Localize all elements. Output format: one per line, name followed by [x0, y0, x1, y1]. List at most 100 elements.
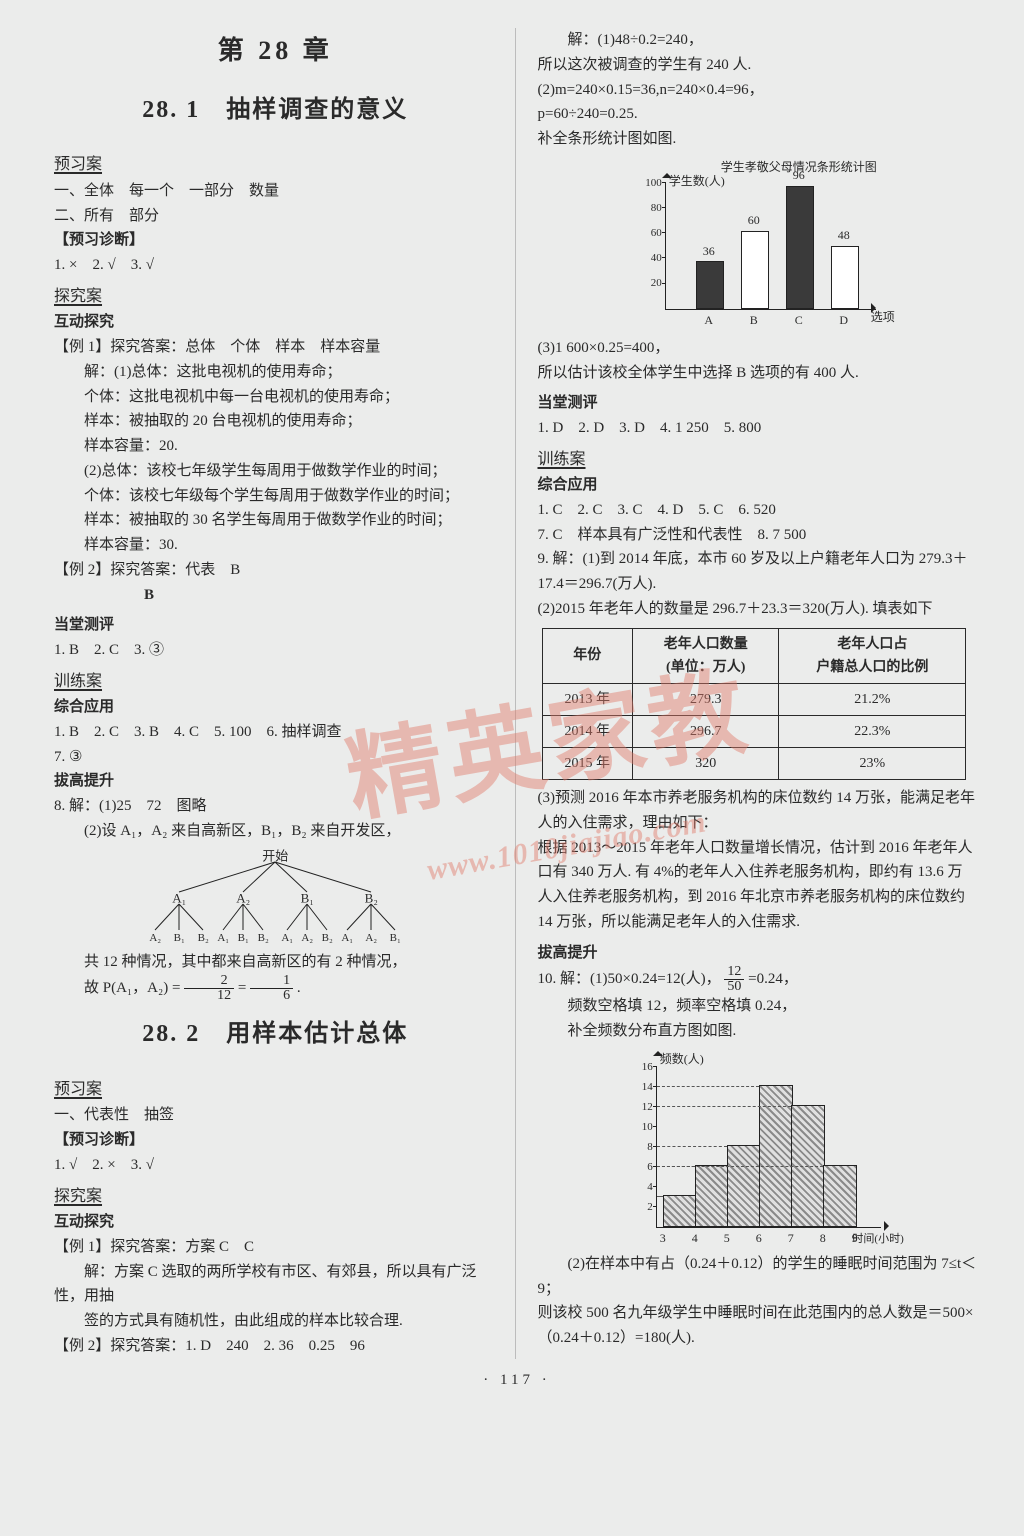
- table-cell: 2014 年: [542, 715, 633, 747]
- text: 7. C 样本具有广泛性和代表性 8. 7 500: [538, 523, 981, 548]
- text: =: [238, 980, 250, 996]
- text: 1. D 2. D 3. D 4. 1 250 5. 800: [538, 416, 981, 441]
- example1-head: 【例 1】探究答案：方案 C C: [54, 1235, 497, 1260]
- text: 所以这次被调查的学生有 240 人.: [538, 53, 981, 78]
- text: 1. × 2. √ 3. √: [54, 253, 497, 278]
- tree-leaf: A₂: [365, 929, 377, 947]
- probability-tree: 开始 A₁ A₂ B₁ B₂ A₂ B₁ B₂ A₁ B₁ B₂ A₁ A₂ B…: [125, 848, 425, 948]
- text: 个体：该校七年级每个学生每周用于做数学作业的时间；: [54, 484, 497, 509]
- right-column: 解：(1)48÷0.2=240， 所以这次被调查的学生有 240 人. (2)m…: [516, 28, 981, 1359]
- text: 10. 解：(1)50×0.24=12(人)， 1250 =0.24，: [538, 965, 981, 994]
- interactive-head: 互动探究: [54, 1210, 497, 1235]
- table-cell: 279.3: [633, 683, 779, 715]
- text: 根据 2013～2015 年老年人口数量增长情况，估计到 2016 年老年人: [538, 836, 981, 861]
- chart-axes: 2468101214163456789: [656, 1067, 881, 1228]
- table-cell: 320: [633, 748, 779, 780]
- text: 解：方案 C 选取的两所学校有市区、有郊县，所以具有广泛性，用抽: [54, 1260, 497, 1310]
- tree-mid: A₂: [236, 887, 250, 908]
- frac-num: 12: [724, 965, 744, 980]
- text: 个体：这批电视机中每一台电视机的使用寿命；: [54, 385, 497, 410]
- text: 1. B 2. C 3. ③: [54, 638, 497, 663]
- population-table: 年份 老年人口数量 (单位：万人) 老年人口占 户籍总人口的比例 2013 年2…: [542, 628, 967, 780]
- example1-head: 【例 1】探究答案：总体 个体 样本 样本容量: [54, 335, 497, 360]
- text: 所以估计该校全体学生中选择 B 选项的有 400 人.: [538, 361, 981, 386]
- section-28-1-title: 28. 1 抽样调查的意义: [54, 91, 497, 131]
- tree-leaf: B₂: [322, 929, 333, 947]
- text: 人的入住需求，理由如下：: [538, 811, 981, 836]
- text: (3)1 600×0.25=400，: [538, 336, 981, 361]
- table-header: 老年人口数量 (单位：万人): [633, 628, 779, 683]
- text: （0.24＋0.12）=180(人).: [538, 1326, 981, 1351]
- text: 样本：被抽取的 20 台电视机的使用寿命；: [54, 409, 497, 434]
- text: =0.24，: [748, 971, 798, 987]
- frac-num: 1: [250, 974, 293, 989]
- table-cell: 2015 年: [542, 748, 633, 780]
- arrow-up-icon: [653, 1046, 663, 1056]
- tree-leaf: B₂: [258, 929, 269, 947]
- text: 1. √ 2. × 3. √: [54, 1153, 497, 1178]
- table-header: 老年人口占 户籍总人口的比例: [779, 628, 966, 683]
- text: 一、全体 每一个 一部分 数量: [54, 179, 497, 204]
- left-column: 第 28 章 28. 1 抽样调查的意义 预习案 一、全体 每一个 一部分 数量…: [54, 28, 516, 1359]
- preview-diag: 【预习诊断】: [54, 228, 497, 253]
- text: 共 12 种情况，其中都来自高新区的有 2 种情况，: [54, 950, 497, 975]
- table-row: 2014 年296.722.3%: [542, 715, 966, 747]
- text: 样本容量：20.: [54, 434, 497, 459]
- text: 样本容量：30.: [54, 533, 497, 558]
- tree-root: 开始: [262, 845, 288, 866]
- preview-diag: 【预习诊断】: [54, 1128, 497, 1153]
- explore-head: 探究案: [54, 284, 497, 310]
- text: 1. B 2. C 3. B 4. C 5. 100 6. 抽样调查: [54, 720, 497, 745]
- table-cell: 2013 年: [542, 683, 633, 715]
- comprehensive-head: 综合应用: [54, 695, 497, 720]
- tree-leaf: A₁: [341, 929, 353, 947]
- chart-axes: 2040608010036A60B96C48D: [665, 183, 876, 310]
- example2-head: 【例 2】探究答案：1. D 240 2. 36 0.25 96: [54, 1334, 497, 1359]
- table-cell: 23%: [779, 748, 966, 780]
- text: 人入住养老服务机构，到 2016 年北京市养老服务机构的床位数约: [538, 885, 981, 910]
- text: (2)设 A₁，A₂ 来自高新区，B₁，B₂ 来自开发区，: [54, 819, 497, 844]
- text: (2)总体：该校七年级学生每周用于做数学作业的时间；: [54, 459, 497, 484]
- text: (2)2015 年老年人的数量是 296.7＋23.3＝320(万人). 填表如…: [538, 597, 981, 622]
- text: .: [297, 980, 301, 996]
- table-cell: 22.3%: [779, 715, 966, 747]
- comprehensive-head: 综合应用: [538, 473, 981, 498]
- text: B: [54, 583, 497, 608]
- tree-mid: B₂: [365, 887, 378, 908]
- table-cell: 21.2%: [779, 683, 966, 715]
- text: 10. 解：(1)50×0.24=12(人)，: [538, 971, 721, 987]
- text: (2)在样本中有占（0.24＋0.12）的学生的睡眠时间范围为 7≤t＜9；: [538, 1252, 981, 1302]
- table-row: 2015 年32023%: [542, 748, 966, 780]
- class-test-head: 当堂测评: [538, 391, 981, 416]
- tree-leaf: A₁: [217, 929, 229, 947]
- page-number: · 117 ·: [54, 1367, 980, 1393]
- text: 解：(1)总体：这批电视机的使用寿命；: [54, 360, 497, 385]
- tree-mid: A₁: [172, 887, 186, 908]
- preview-head: 预习案: [54, 152, 497, 178]
- fraction: 1250: [724, 965, 744, 994]
- frac-den: 50: [724, 980, 744, 994]
- text: 1. C 2. C 3. C 4. D 5. C 6. 520: [538, 498, 981, 523]
- chart-xlabel: 时间(小时): [852, 1230, 903, 1248]
- training-head: 训练案: [54, 669, 497, 695]
- tree-leaf: B₁: [390, 929, 401, 947]
- tree-leaf: A₂: [301, 929, 313, 947]
- table-cell: 296.7: [633, 715, 779, 747]
- text: 口有 340 万人. 有 4%的老年人入住养老服务机构，即约有 13.6 万: [538, 860, 981, 885]
- tree-leaf: B₁: [238, 929, 249, 947]
- class-test-head: 当堂测评: [54, 613, 497, 638]
- example2-head: 【例 2】探究答案：代表 B: [54, 558, 497, 583]
- fraction: 16: [250, 974, 293, 1003]
- table-row: 年份 老年人口数量 (单位：万人) 老年人口占 户籍总人口的比例: [542, 628, 966, 683]
- table-header: 年份: [542, 628, 633, 683]
- table-row: 2013 年279.321.2%: [542, 683, 966, 715]
- text: 故 P(A₁，A₂) =: [84, 980, 184, 996]
- text: 故 P(A₁，A₂) = 212 = 16 .: [54, 974, 497, 1003]
- histogram-sleep: 频数(人) 2468101214163456789 时间(小时): [624, 1050, 894, 1250]
- fraction: 212: [184, 974, 234, 1003]
- frac-num: 2: [184, 974, 234, 989]
- text: 9. 解：(1)到 2014 年底，本市 60 岁及以上户籍老年人口为 279.…: [538, 547, 981, 572]
- chapter-title: 第 28 章: [54, 30, 497, 73]
- text: 频数空格填 12，频率空格填 0.24，: [538, 994, 981, 1019]
- tree-leaf: A₂: [149, 929, 161, 947]
